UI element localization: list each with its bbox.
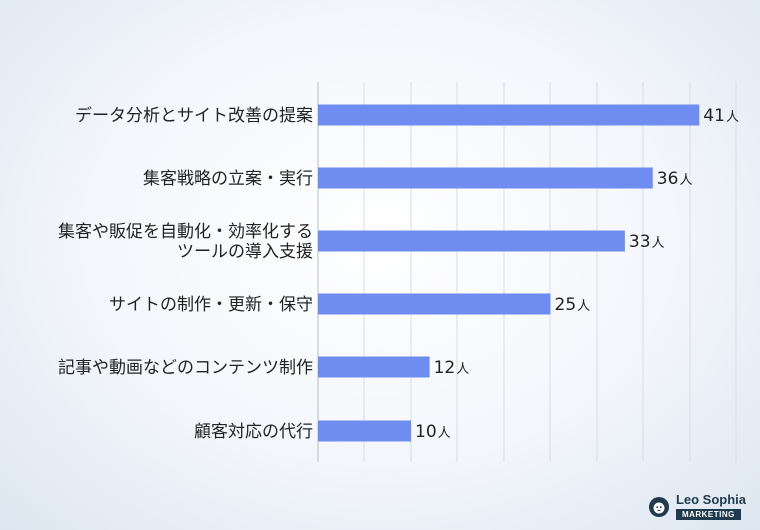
bar (318, 230, 625, 252)
gridlines (317, 82, 737, 462)
bar (318, 420, 411, 442)
logo-tag: MARKETING (675, 509, 741, 520)
value-label: 10人 (415, 422, 451, 442)
bar (318, 293, 551, 315)
category-label: サイトの制作・更新・保守 (109, 295, 313, 315)
value-label: 33人 (629, 232, 665, 252)
bar (318, 167, 653, 189)
bar (318, 356, 430, 378)
category-label: データ分析とサイト改善の提案 (75, 105, 313, 126)
category-labels: データ分析とサイト改善の提案集客戦略の立案・実行集客や販促を自動化・効率化するツ… (58, 105, 313, 442)
category-label: 集客戦略の立案・実行 (143, 169, 313, 189)
value-label: 12人 (434, 358, 470, 378)
value-labels: 41人 36人 33人 25人 12人 10人 (415, 106, 739, 442)
value-label: 25人 (555, 295, 591, 315)
brand-logo: Leo Sophia MARKETING (648, 493, 746, 520)
category-label: 集客や販促を自動化・効率化するツールの導入支援 (58, 222, 313, 262)
category-label: 記事や動画などのコンテンツ制作 (58, 358, 313, 378)
category-label: 顧客対応の代行 (194, 422, 313, 442)
bars (318, 104, 700, 442)
lion-head-icon (648, 496, 669, 517)
bar (318, 104, 700, 126)
value-label: 41人 (703, 106, 739, 126)
value-label: 36人 (657, 169, 693, 189)
logo-name: Leo Sophia (675, 492, 746, 507)
